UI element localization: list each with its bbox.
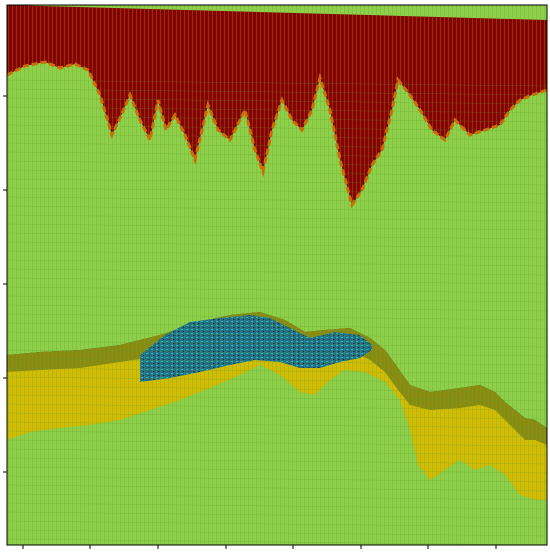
mesh-line — [7, 484, 547, 492]
mesh-line — [7, 97, 547, 105]
mesh-line — [7, 349, 547, 357]
mesh-line — [7, 160, 547, 168]
mesh-line — [7, 466, 547, 474]
mesh-line — [7, 196, 547, 204]
mesh-line — [7, 367, 547, 375]
mesh-line — [7, 115, 547, 123]
mesh-line — [7, 205, 547, 213]
mesh-line — [7, 340, 547, 348]
mesh-line — [7, 430, 547, 438]
plot-area — [7, 5, 547, 545]
mesh-line — [7, 106, 547, 114]
mesh-line — [7, 178, 547, 186]
mesh-line — [7, 439, 547, 447]
mesh-line — [7, 529, 547, 537]
mesh-line — [7, 169, 547, 177]
mesh-line — [7, 412, 547, 420]
plot-frame — [6, 4, 548, 546]
mesh-line — [7, 448, 547, 456]
mesh-line — [7, 268, 547, 276]
mesh-line — [7, 520, 547, 528]
mesh-line — [7, 376, 547, 384]
mesh-line — [7, 151, 547, 159]
mesh-line — [7, 187, 547, 195]
mesh-line — [7, 250, 547, 258]
mesh-line — [7, 79, 547, 87]
mesh-line — [7, 403, 547, 411]
mesh-line — [7, 313, 547, 321]
mesh-line — [7, 385, 547, 393]
mesh-line — [7, 277, 547, 285]
mesh-line — [7, 358, 547, 366]
mesh-line — [7, 331, 547, 339]
mesh-line — [7, 259, 547, 267]
mesh-line — [7, 88, 547, 96]
mesh-line — [7, 304, 547, 312]
mesh-line — [7, 241, 547, 249]
mesh-line — [7, 223, 547, 231]
mesh-line — [7, 142, 547, 150]
mesh-line — [7, 133, 547, 141]
mesh-line — [7, 322, 547, 330]
axis-ticks — [3, 95, 497, 549]
mesh-line — [7, 493, 547, 501]
mesh-line — [7, 232, 547, 240]
mesh-line — [7, 394, 547, 402]
mesh-line — [7, 421, 547, 429]
mesh-horizontal-lines — [7, 79, 547, 545]
mesh-line — [7, 286, 547, 294]
mesh-line — [7, 124, 547, 132]
mesh-line — [7, 502, 547, 510]
mesh-line — [7, 214, 547, 222]
mesh-line — [7, 511, 547, 519]
mesh-line — [7, 295, 547, 303]
mesh-lines — [7, 5, 547, 545]
mesh-line — [7, 538, 547, 545]
mesh-line — [7, 457, 547, 465]
mesh-line — [7, 475, 547, 483]
